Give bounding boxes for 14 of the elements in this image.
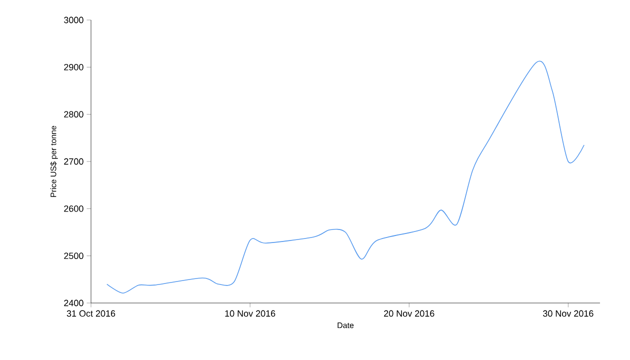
y-tick-label: 2800	[64, 111, 84, 118]
y-axis-title: Price US$ per tonne	[50, 126, 58, 197]
y-tick-label: 2400	[64, 300, 84, 306]
y-tick-label: 2500	[64, 252, 84, 260]
x-tick-label: 30 Nov 2016	[543, 310, 594, 317]
x-axis-title: Date	[338, 322, 354, 328]
y-tick-label: 2900	[64, 64, 84, 70]
x-tick-label: 31 Oct 2016	[66, 310, 116, 317]
x-tick-label: 10 Nov 2016	[225, 310, 276, 317]
y-tick-label: 2600	[64, 205, 84, 212]
y-tick-label: 3000	[64, 16, 84, 24]
x-tick-label: 20 Nov 2016	[384, 310, 434, 317]
line-series	[106, 62, 584, 294]
y-tick-label: 2700	[64, 158, 84, 165]
